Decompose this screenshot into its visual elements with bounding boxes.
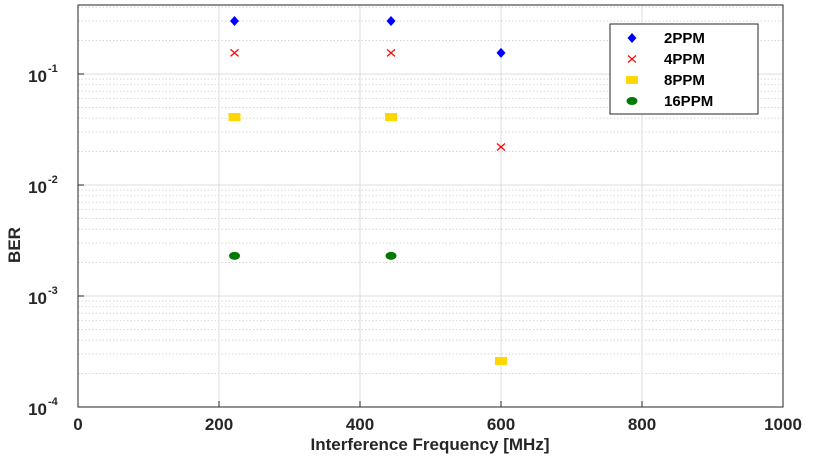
x-tick-label: 0	[73, 415, 82, 434]
x-tick-label: 200	[205, 415, 233, 434]
data-point-8ppm	[385, 112, 398, 121]
data-point-2ppm	[230, 16, 240, 27]
legend-marker-16ppm	[626, 97, 638, 105]
legend-label-8ppm: 8PPM	[664, 72, 705, 89]
y-tick-label: 10	[28, 400, 47, 419]
data-point-16ppm	[385, 251, 397, 260]
y-tick-exponent: -2	[48, 174, 58, 186]
x-axis-ticks: 0 200 400 600 800 1000	[73, 401, 802, 434]
legend-marker-2ppm	[627, 33, 637, 43]
x-tick-label: 800	[628, 415, 656, 434]
y-axis-label: BER	[5, 227, 24, 263]
y-tick-label: 10	[28, 67, 47, 86]
legend-marker-8ppm	[626, 76, 638, 84]
plot-frame	[77, 4, 784, 408]
data-point-8ppm	[495, 356, 507, 365]
y-axis-ticks: 10-110-210-310-4	[28, 63, 84, 419]
legend-label-4ppm: 4PPM	[664, 51, 705, 68]
x-tick-label: 400	[346, 415, 374, 434]
data-point-2ppm	[386, 16, 396, 27]
y-tick-exponent: -1	[48, 63, 58, 75]
data-point-16ppm	[229, 251, 241, 260]
y-tick-label: 10	[28, 178, 47, 197]
data-point-4ppm	[230, 48, 239, 57]
data-point-8ppm	[228, 112, 241, 121]
legend-marker-4ppm	[627, 55, 637, 63]
x-axis-label: Interference Frequency [MHz]	[311, 435, 550, 454]
legend: 2PPM 4PPM 8PPM 16PPM	[609, 23, 759, 115]
data-point-2ppm	[496, 47, 506, 58]
x-tick-label: 1000	[764, 415, 802, 434]
y-tick-label: 10	[28, 289, 47, 308]
data-markers	[228, 16, 507, 365]
data-point-4ppm	[496, 143, 506, 151]
y-tick-exponent: -4	[48, 396, 59, 408]
legend-label-16ppm: 16PPM	[664, 93, 713, 110]
x-tick-label: 600	[487, 415, 515, 434]
y-tick-exponent: -3	[48, 285, 58, 297]
legend-label-2ppm: 2PPM	[664, 30, 705, 47]
data-point-4ppm	[386, 48, 396, 57]
